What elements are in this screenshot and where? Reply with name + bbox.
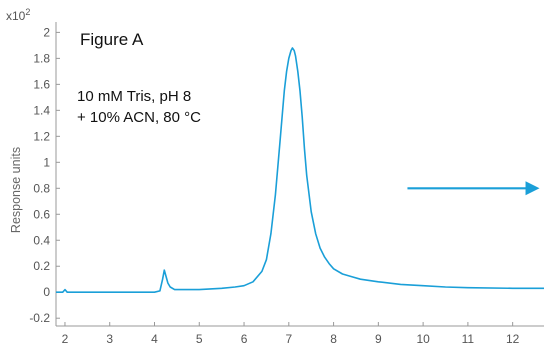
x-tick-label: 11 <box>462 332 475 346</box>
y-axis-multiplier-exponent: 2 <box>25 7 30 17</box>
axes <box>55 22 544 327</box>
annotation-line-1: 10 mM Tris, pH 8 <box>77 88 191 105</box>
x-tick-label: 2 <box>62 332 69 346</box>
y-tick-label: -0.2 <box>29 311 50 325</box>
x-tick-label: 6 <box>241 332 248 346</box>
x-tick-label: 12 <box>506 332 520 346</box>
y-tick-label: 1 <box>43 155 50 169</box>
chart-title: Figure A <box>80 30 144 49</box>
y-tick-label: 1.6 <box>33 77 50 91</box>
arrow-head <box>525 181 540 196</box>
x-tick-label: 9 <box>375 332 382 346</box>
x-tick-label: 8 <box>330 332 337 346</box>
y-axis-multiplier: x102 <box>6 7 30 23</box>
x-tick-label: 7 <box>285 332 292 346</box>
y-tick-label: 1.8 <box>33 51 50 65</box>
y-tick-label: 0.4 <box>33 233 50 247</box>
series-line <box>56 47 544 294</box>
ticks: 2 3 4 5 6 7 8 9 10 11 12 -0.2 0 0.2 0.4 0.6 0.8 1 1.2 1.4 1.… <box>29 25 519 346</box>
plot-area <box>56 47 544 294</box>
x-tick-label: 10 <box>416 332 430 346</box>
y-tick-label: 1.2 <box>33 129 50 143</box>
y-tick-label: 0.8 <box>33 181 50 195</box>
y-tick-label: 0.6 <box>33 207 50 221</box>
y-axis-multiplier-base: x10 <box>6 9 26 23</box>
x-tick-label: 4 <box>151 332 158 346</box>
annotation-line-2: + 10% ACN, 80 °C <box>77 109 201 126</box>
y-tick-label: 0.2 <box>33 259 50 273</box>
x-tick-label: 5 <box>196 332 203 346</box>
y-tick-label: 2 <box>43 25 50 39</box>
y-tick-label: 0 <box>43 285 50 299</box>
y-axis-title: Response units <box>9 147 23 233</box>
y-tick-label: 1.4 <box>33 103 50 117</box>
x-tick-label: 3 <box>106 332 113 346</box>
